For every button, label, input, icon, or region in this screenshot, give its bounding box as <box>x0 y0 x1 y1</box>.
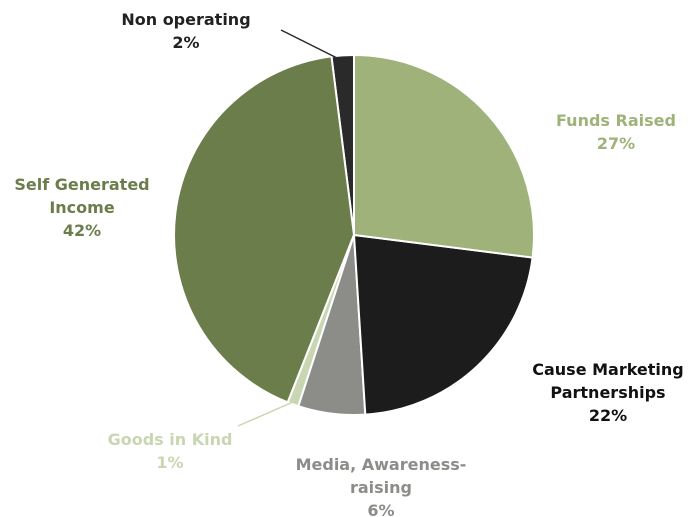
value-label: 6% <box>367 501 395 517</box>
value-label: 42% <box>62 221 102 240</box>
pie-slice <box>352 233 534 416</box>
leader-line <box>280 29 338 59</box>
pie-slice <box>173 55 356 404</box>
value-label: 27% <box>596 134 636 153</box>
slice-label: Media, Awareness-raising 6% <box>281 453 481 517</box>
value-label: 22% <box>588 406 628 425</box>
category-label: Media, Awareness-raising <box>295 455 467 497</box>
pie-slice <box>353 53 535 259</box>
slice-label: Non operating 2% <box>101 8 271 54</box>
slice-label: Self Generated Income 42% <box>7 173 157 242</box>
category-label: Funds Raised <box>556 111 676 130</box>
category-label: Self Generated Income <box>14 175 150 217</box>
slice-label: Cause Marketing Partnerships 22% <box>513 358 694 427</box>
category-label: Non operating <box>121 10 251 29</box>
leader-line <box>237 401 294 427</box>
category-label: Cause Marketing Partnerships <box>532 360 684 402</box>
value-label: 1% <box>156 453 184 472</box>
slice-label: Funds Raised 27% <box>526 109 694 155</box>
value-label: 2% <box>172 33 200 52</box>
category-label: Goods in Kind <box>107 430 233 449</box>
slice-label: Goods in Kind 1% <box>90 428 250 474</box>
